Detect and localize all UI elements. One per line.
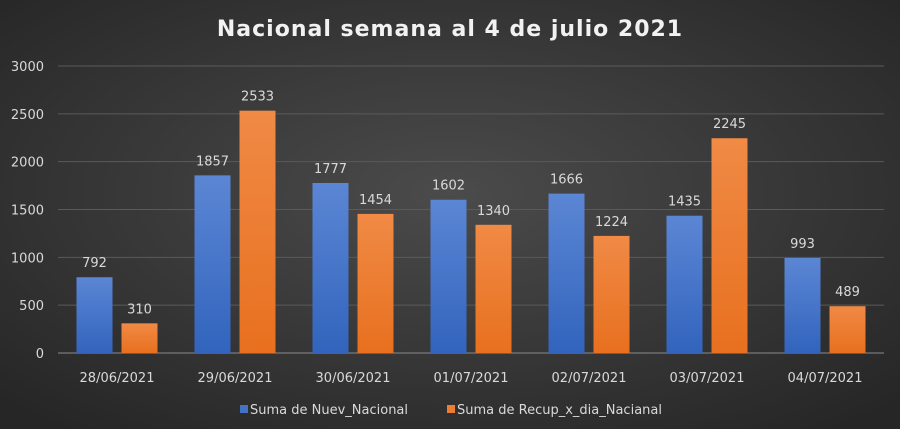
data-label: 1340 bbox=[477, 204, 510, 219]
legend-swatch bbox=[240, 405, 248, 413]
data-label: 2245 bbox=[713, 117, 746, 132]
data-label: 1454 bbox=[359, 193, 392, 208]
bar-recup bbox=[829, 306, 866, 353]
y-tick-label: 0 bbox=[36, 347, 44, 362]
bar-recup bbox=[121, 323, 158, 353]
data-label: 2533 bbox=[241, 90, 274, 105]
bar-nuev bbox=[430, 199, 467, 353]
bar-nuev bbox=[548, 193, 585, 353]
bar-nuev bbox=[76, 277, 113, 353]
y-tick-label: 2000 bbox=[11, 156, 44, 171]
data-label: 310 bbox=[127, 302, 152, 317]
data-label: 1224 bbox=[595, 215, 628, 230]
data-label: 1777 bbox=[314, 162, 347, 177]
data-label: 1666 bbox=[550, 173, 583, 188]
y-tick-label: 1500 bbox=[11, 204, 44, 219]
x-tick-label: 04/07/2021 bbox=[788, 371, 863, 386]
data-label: 993 bbox=[790, 237, 815, 252]
data-label: 1435 bbox=[668, 195, 701, 210]
bar-nuev bbox=[784, 258, 821, 353]
data-label: 489 bbox=[835, 285, 860, 300]
data-label: 1857 bbox=[196, 154, 229, 169]
legend-label: Suma de Recup_x_dia_Nacianal bbox=[457, 403, 662, 418]
bar-nuev bbox=[666, 215, 703, 353]
x-tick-label: 29/06/2021 bbox=[198, 371, 273, 386]
y-tick-label: 3000 bbox=[11, 60, 44, 75]
bar-recup bbox=[711, 138, 748, 353]
x-tick-label: 28/06/2021 bbox=[80, 371, 155, 386]
x-tick-label: 03/07/2021 bbox=[670, 371, 745, 386]
data-label: 1602 bbox=[432, 179, 465, 194]
bar-recup bbox=[239, 110, 276, 353]
data-label: 792 bbox=[82, 256, 107, 271]
x-tick-label: 30/06/2021 bbox=[316, 371, 391, 386]
y-tick-label: 500 bbox=[19, 299, 44, 314]
bar-recup bbox=[357, 213, 394, 353]
x-tick-label: 02/07/2021 bbox=[552, 371, 627, 386]
legend-label: Suma de Nuev_Nacional bbox=[250, 403, 408, 418]
x-tick-label: 01/07/2021 bbox=[434, 371, 509, 386]
y-tick-label: 2500 bbox=[11, 108, 44, 123]
bar-recup bbox=[475, 224, 512, 353]
legend-swatch bbox=[447, 405, 455, 413]
y-tick-label: 1000 bbox=[11, 251, 44, 266]
bar-recup bbox=[593, 235, 630, 353]
chart-title: Nacional semana al 4 de julio 2021 bbox=[217, 17, 683, 42]
bar-nuev bbox=[194, 175, 231, 353]
bar-nuev bbox=[312, 183, 349, 353]
